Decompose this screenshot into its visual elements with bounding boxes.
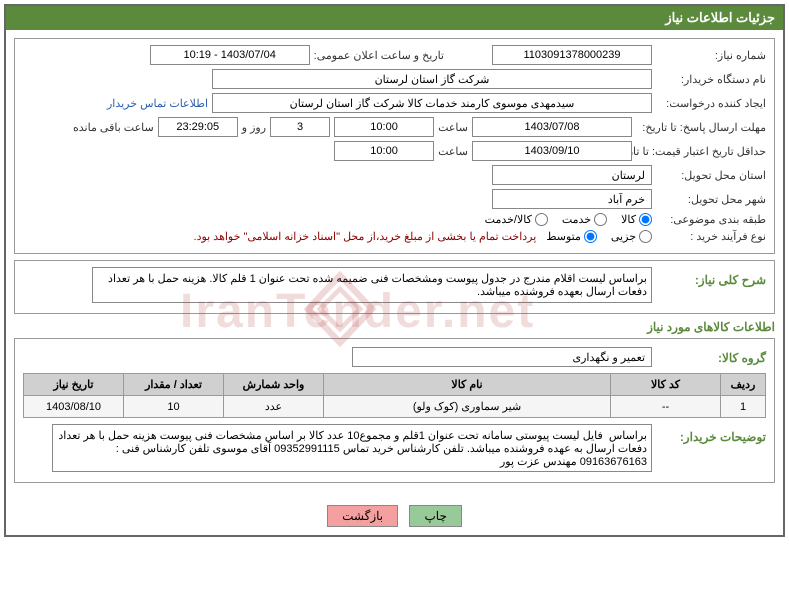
need-number-input[interactable]: [492, 45, 652, 65]
process-partial-label: جزیی: [611, 230, 636, 243]
row-response-deadline: مهلت ارسال پاسخ: تا تاریخ: ساعت روز و سا…: [23, 117, 766, 137]
process-radio-group: جزیی متوسط: [546, 230, 652, 243]
row-process: نوع فرآیند خرید : جزیی متوسط پرداخت تمام…: [23, 230, 766, 243]
col-unit: واحد شمارش: [224, 374, 324, 396]
process-medium-label: متوسط: [546, 230, 581, 243]
days-and-label: روز و: [242, 121, 266, 134]
process-partial-radio[interactable]: [639, 230, 652, 243]
delivery-province-input[interactable]: [492, 165, 652, 185]
need-number-label: شماره نیاز:: [656, 49, 766, 62]
cell-qty: 10: [124, 396, 224, 418]
hours-remaining-input[interactable]: [158, 117, 238, 137]
description-label: شرح کلی نیاز:: [656, 273, 766, 287]
row-need-number: شماره نیاز: تاریخ و ساعت اعلان عمومی:: [23, 45, 766, 65]
requester-input[interactable]: [212, 93, 652, 113]
page-title: جزئیات اطلاعات نیاز: [6, 6, 783, 30]
category-goods-service-radio[interactable]: [535, 213, 548, 226]
category-goods-service-label: کالا/خدمت: [485, 213, 532, 226]
process-partial[interactable]: جزیی: [611, 230, 652, 243]
category-goods-service[interactable]: کالا/خدمت: [485, 213, 548, 226]
validity-deadline-label: حداقل تاریخ اعتبار قیمت: تا تاریخ:: [636, 145, 766, 158]
category-goods-radio[interactable]: [639, 213, 652, 226]
category-service-radio[interactable]: [594, 213, 607, 226]
cell-date: 1403/08/10: [24, 396, 124, 418]
announce-datetime-label: تاریخ و ساعت اعلان عمومی:: [314, 49, 444, 62]
response-time-input[interactable]: [334, 117, 434, 137]
contact-buyer-link[interactable]: اطلاعات تماس خریدار: [107, 97, 208, 110]
cell-code: --: [611, 396, 721, 418]
process-label: نوع فرآیند خرید :: [656, 230, 766, 243]
time-label-1: ساعت: [438, 121, 468, 134]
buyer-org-input[interactable]: [212, 69, 652, 89]
goods-info-title: اطلاعات کالاهای مورد نیاز: [14, 320, 775, 334]
form-fieldset: شماره نیاز: تاریخ و ساعت اعلان عمومی: نا…: [14, 38, 775, 254]
remaining-label: ساعت باقی مانده: [73, 121, 154, 134]
row-buyer-notes: توضیحات خریدار:: [23, 424, 766, 472]
back-button[interactable]: بازگشت: [327, 505, 398, 527]
response-deadline-label: مهلت ارسال پاسخ: تا تاریخ:: [636, 121, 766, 134]
col-qty: تعداد / مقدار: [124, 374, 224, 396]
content-area: شماره نیاز: تاریخ و ساعت اعلان عمومی: نا…: [6, 30, 783, 497]
goods-group-input[interactable]: [352, 347, 652, 367]
category-label: طبقه بندی موضوعی:: [656, 213, 766, 226]
announce-datetime-input[interactable]: [150, 45, 310, 65]
table-row: 1 -- شیر سماوری (کوک ولو) عدد 10 1403/08…: [24, 396, 766, 418]
validity-date-input[interactable]: [472, 141, 632, 161]
validity-time-input[interactable]: [334, 141, 434, 161]
row-description: شرح کلی نیاز:: [23, 267, 766, 303]
buyer-notes-label: توضیحات خریدار:: [656, 430, 766, 444]
row-delivery-province: استان محل تحویل:: [23, 165, 766, 185]
category-service-label: خدمت: [562, 213, 591, 226]
table-header-row: ردیف کد کالا نام کالا واحد شمارش تعداد /…: [24, 374, 766, 396]
delivery-city-label: شهر محل تحویل:: [656, 193, 766, 206]
row-category: طبقه بندی موضوعی: کالا خدمت کالا/خدمت: [23, 213, 766, 226]
response-date-input[interactable]: [472, 117, 632, 137]
goods-fieldset: گروه کالا: ردیف کد کالا نام کالا واحد شم…: [14, 338, 775, 483]
cell-name: شیر سماوری (کوک ولو): [324, 396, 611, 418]
process-note: پرداخت تمام یا بخشی از مبلغ خرید،از محل …: [194, 230, 537, 243]
category-goods[interactable]: کالا: [621, 213, 652, 226]
cell-idx: 1: [721, 396, 766, 418]
category-goods-label: کالا: [621, 213, 636, 226]
buyer-org-label: نام دستگاه خریدار:: [656, 73, 766, 86]
print-button[interactable]: چاپ: [409, 505, 461, 527]
col-name: نام کالا: [324, 374, 611, 396]
row-requester: ایجاد کننده درخواست: اطلاعات تماس خریدار: [23, 93, 766, 113]
delivery-province-label: استان محل تحویل:: [656, 169, 766, 182]
cell-unit: عدد: [224, 396, 324, 418]
process-medium-radio[interactable]: [584, 230, 597, 243]
buyer-notes-textarea[interactable]: [52, 424, 652, 472]
description-textarea[interactable]: [92, 267, 652, 303]
buttons-row: چاپ بازگشت: [6, 497, 783, 535]
category-service[interactable]: خدمت: [562, 213, 607, 226]
row-delivery-city: شهر محل تحویل:: [23, 189, 766, 209]
col-date: تاریخ نیاز: [24, 374, 124, 396]
main-container: جزئیات اطلاعات نیاز شماره نیاز: تاریخ و …: [4, 4, 785, 537]
row-goods-group: گروه کالا:: [23, 345, 766, 369]
time-label-2: ساعت: [438, 145, 468, 158]
days-remaining-input[interactable]: [270, 117, 330, 137]
goods-table: ردیف کد کالا نام کالا واحد شمارش تعداد /…: [23, 373, 766, 418]
requester-label: ایجاد کننده درخواست:: [656, 97, 766, 110]
row-validity-deadline: حداقل تاریخ اعتبار قیمت: تا تاریخ: ساعت: [23, 141, 766, 161]
process-medium[interactable]: متوسط: [546, 230, 597, 243]
goods-group-label: گروه کالا:: [656, 351, 766, 365]
category-radio-group: کالا خدمت کالا/خدمت: [485, 213, 652, 226]
row-buyer-org: نام دستگاه خریدار:: [23, 69, 766, 89]
col-code: کد کالا: [611, 374, 721, 396]
col-idx: ردیف: [721, 374, 766, 396]
delivery-city-input[interactable]: [492, 189, 652, 209]
description-fieldset: شرح کلی نیاز:: [14, 260, 775, 314]
